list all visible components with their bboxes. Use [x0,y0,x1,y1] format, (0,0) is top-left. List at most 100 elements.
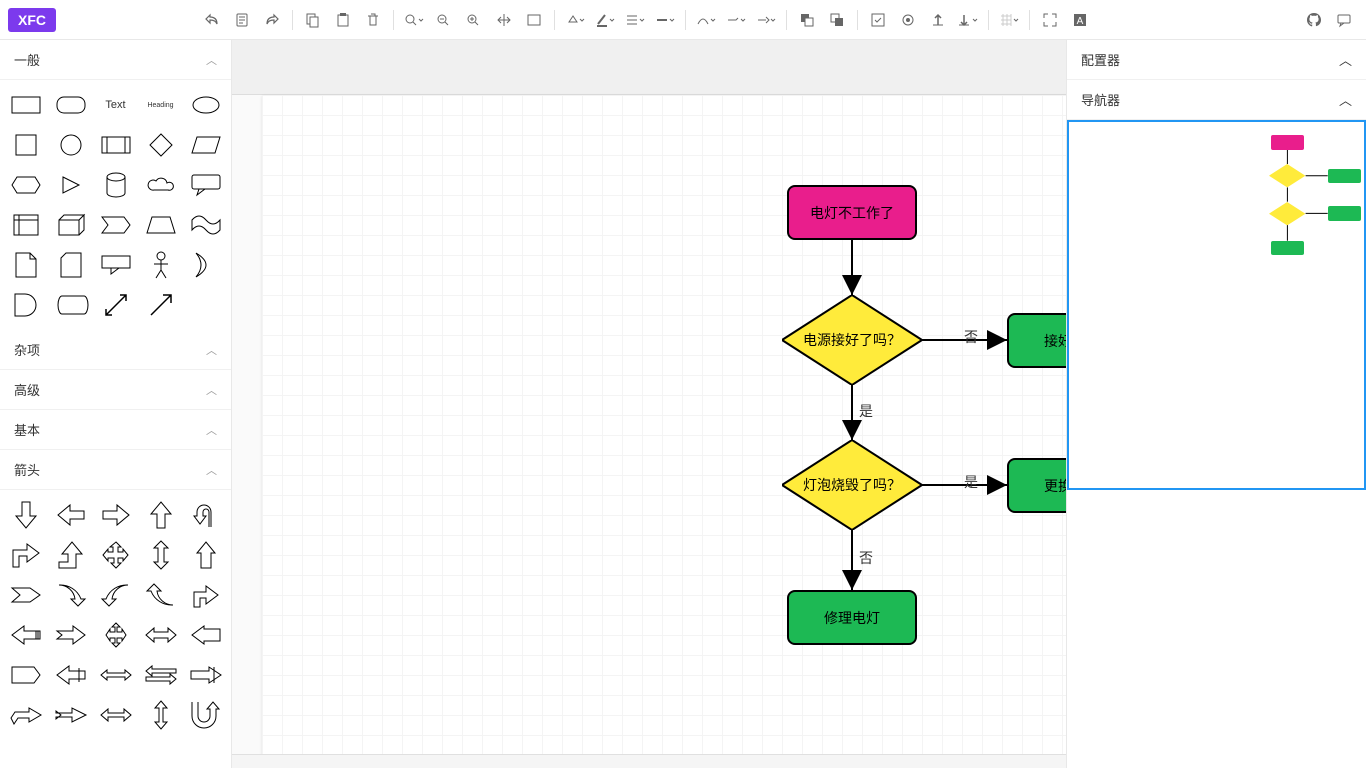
shape-empty[interactable] [186,288,225,322]
shape-internal-storage[interactable] [6,208,45,242]
arrow-updown[interactable] [141,538,180,572]
zoom-actual-button[interactable] [520,6,548,34]
arrow-pentagon-right[interactable] [6,658,45,692]
arrow-chevron-right[interactable] [6,578,45,612]
history-button[interactable] [228,6,256,34]
section-general[interactable]: 一般︿ [0,40,231,80]
shape-hexagon[interactable] [6,168,45,202]
zoom-out-button[interactable] [430,6,458,34]
shape-bidirectional-arrow[interactable] [96,288,135,322]
shape-datastore[interactable] [51,288,90,322]
flowchart-node-n2[interactable]: 电源接好了吗？ [782,295,922,385]
arrow-left-block[interactable] [186,618,225,652]
arrow-left-stripe[interactable] [6,618,45,652]
shape-card[interactable] [51,248,90,282]
shape-arrow-ne[interactable] [141,288,180,322]
flowchart-node-n4[interactable]: 灯泡烧毁了吗？ [782,440,922,530]
zoom-fit-button[interactable] [490,6,518,34]
arrow-lr-open[interactable] [96,698,135,732]
shape-note[interactable] [6,248,45,282]
shape-actor[interactable] [141,248,180,282]
zoom-in-button[interactable] [460,6,488,34]
arrow-down[interactable] [6,498,45,532]
flowchart-node-n5[interactable]: 更换灯泡 [1007,458,1066,513]
shape-trapezoid[interactable] [141,208,180,242]
shape-square[interactable] [6,128,45,162]
line-color-button[interactable] [591,6,619,34]
arrow-right[interactable] [96,498,135,532]
arrow-uturn-left[interactable] [186,498,225,532]
redo-button[interactable] [258,6,286,34]
copy-button[interactable] [299,6,327,34]
arrow-curve-down-right[interactable] [51,578,90,612]
fill-color-button[interactable] [561,6,589,34]
arrow-left[interactable] [51,498,90,532]
flowchart-node-n3[interactable]: 接好电源 [1007,313,1066,368]
section-arrows[interactable]: 箭头︿ [0,450,231,490]
shape-callout2[interactable] [96,248,135,282]
shape-cube[interactable] [51,208,90,242]
zoom-dropdown-button[interactable] [400,6,428,34]
shape-diamond[interactable] [141,128,180,162]
config-header[interactable]: 配置器︿ [1067,40,1366,80]
flowchart-node-n1[interactable]: 电灯不工作了 [787,185,917,240]
feedback-icon[interactable] [1330,6,1358,34]
section-misc[interactable]: 杂项︿ [0,330,231,370]
arrow-left-double[interactable] [51,658,90,692]
to-front-button[interactable] [823,6,851,34]
shape-cloud[interactable] [141,168,180,202]
navigator-header[interactable]: 导航器︿ [1067,80,1366,120]
section-advanced[interactable]: 高级︿ [0,370,231,410]
horizontal-scrollbar[interactable] [232,754,1066,768]
line-width-button[interactable] [651,6,679,34]
arrow-up[interactable] [141,498,180,532]
navigator-view[interactable] [1067,120,1366,490]
shape-heading[interactable]: Heading [141,88,180,122]
format-button[interactable]: A [1066,6,1094,34]
arrow-right-notch[interactable] [51,618,90,652]
arrow-corner-up-right[interactable] [6,538,45,572]
arrow-left-right[interactable] [141,618,180,652]
fullscreen-button[interactable] [1036,6,1064,34]
shape-text[interactable]: Text [96,88,135,122]
canvas-area[interactable]: 电灯不工作了电源接好了吗？接好电源灯泡烧毁了吗？更换灯泡修理电灯 否是是否 [232,40,1066,768]
to-back-button[interactable] [793,6,821,34]
arrow-uturn-down[interactable] [186,698,225,732]
connector-waypoints-button[interactable] [692,6,720,34]
arrow-curve-up-left[interactable] [141,578,180,612]
arrow-quad[interactable] [96,538,135,572]
section-basic[interactable]: 基本︿ [0,410,231,450]
paste-button[interactable] [329,6,357,34]
arrow-lr-offset[interactable] [141,658,180,692]
arrow-right-tail[interactable] [51,698,90,732]
shape-callout[interactable] [186,168,225,202]
arrow-corner-up-right2[interactable] [186,578,225,612]
undo-button[interactable] [198,6,226,34]
grid-pattern-button[interactable] [995,6,1023,34]
import-down-button[interactable] [954,6,982,34]
arrow-corner-right-up[interactable] [51,538,90,572]
shape-parallelogram[interactable] [186,128,225,162]
connector-style-button[interactable] [722,6,750,34]
arrow-curve-down-left[interactable] [96,578,135,612]
arrow-ud-open[interactable] [141,698,180,732]
shape-and[interactable] [6,288,45,322]
shape-process[interactable] [96,128,135,162]
arrow-right-bar[interactable] [186,658,225,692]
shape-circle[interactable] [51,128,90,162]
shape-step[interactable] [96,208,135,242]
shape-triangle[interactable] [51,168,90,202]
export-up-button[interactable] [924,6,952,34]
insert-check-button[interactable] [864,6,892,34]
shape-cylinder[interactable] [96,168,135,202]
arrow-zigzag-right[interactable] [6,698,45,732]
shape-rectangle[interactable] [6,88,45,122]
insert-target-button[interactable] [894,6,922,34]
arrow-lr-thin[interactable] [96,658,135,692]
flowchart-node-n6[interactable]: 修理电灯 [787,590,917,645]
arrow-block-up[interactable] [186,538,225,572]
github-icon[interactable] [1300,6,1328,34]
shape-or[interactable] [186,248,225,282]
connector-end-button[interactable] [752,6,780,34]
arrow-move[interactable] [96,618,135,652]
